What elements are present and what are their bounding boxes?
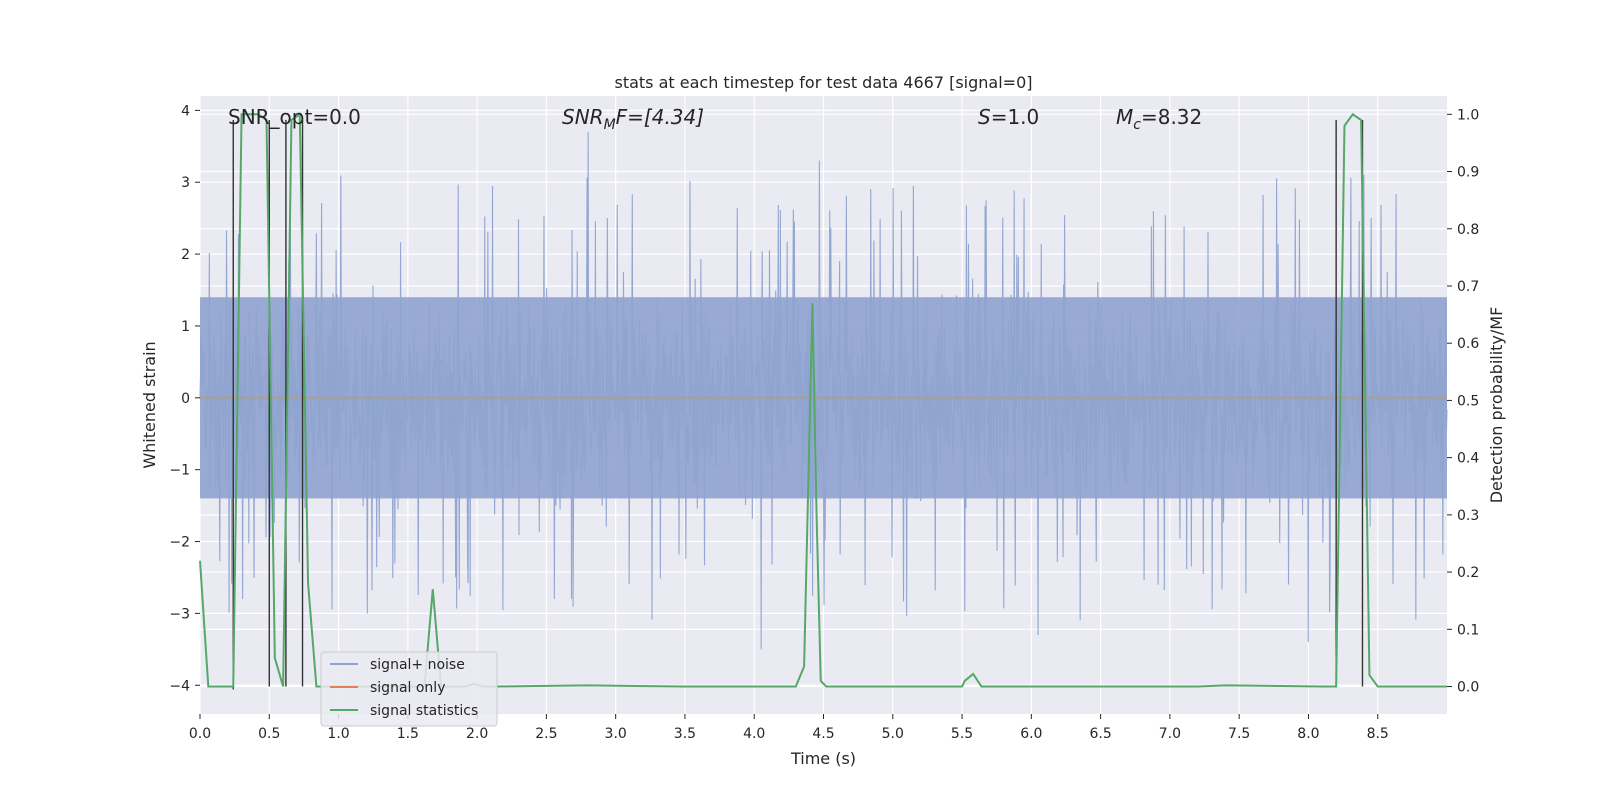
annotations: SNR_opt=0.0 SNRMF=[4.34] S=1.0 Mc=8.32 <box>228 105 1202 133</box>
y-left-ticks: 4 3 2 1 0 −1 −2 −3 −4 <box>169 103 200 694</box>
y-right-tick-label: 1.0 <box>1457 107 1479 123</box>
y-left-tick-label: 4 <box>181 103 190 119</box>
x-tick-label: 5.0 <box>882 726 904 742</box>
y-left-tick-label: −4 <box>169 678 190 694</box>
y-left-tick-label: −2 <box>169 535 190 551</box>
y-left-tick-label: −3 <box>169 606 190 622</box>
x-tick-label: 7.5 <box>1228 726 1250 742</box>
x-tick-label: 1.0 <box>327 726 349 742</box>
legend-label-signal-noise: signal+ noise <box>370 657 465 673</box>
x-axis-label: Time (s) <box>790 749 856 768</box>
y-right-tick-label: 0.0 <box>1457 680 1479 696</box>
x-tick-label: 4.5 <box>812 726 834 742</box>
y-right-ticks: 1.0 0.9 0.8 0.7 0.6 0.5 0.4 0.3 0.2 0.1 0.0 <box>1447 107 1479 696</box>
y-axis-label-left: Whitened strain <box>140 341 159 468</box>
y-left-tick-label: 2 <box>181 247 190 263</box>
annotation-mc-label: M <box>1116 105 1133 129</box>
y-right-tick-label: 0.6 <box>1457 336 1479 352</box>
legend-box <box>320 651 498 727</box>
x-tick-label: 2.0 <box>466 726 488 742</box>
annotation-snr-opt: SNR_opt=0.0 <box>228 105 361 129</box>
x-tick-label: 7.0 <box>1159 726 1181 742</box>
x-tick-label: 0.5 <box>258 726 280 742</box>
y-right-tick-label: 0.4 <box>1457 451 1479 467</box>
y-right-tick-label: 0.3 <box>1457 508 1479 524</box>
y-left-tick-label: 0 <box>181 391 190 407</box>
annotation-mc: Mc=8.32 <box>1116 105 1202 133</box>
x-tick-label: 3.5 <box>674 726 696 742</box>
x-tick-label: 3.0 <box>605 726 627 742</box>
x-tick-label: 8.5 <box>1367 726 1389 742</box>
legend-label-signal-statistics: signal statistics <box>370 703 478 719</box>
x-tick-label: 0.0 <box>189 726 211 742</box>
legend-label-signal-only: signal only <box>370 680 445 696</box>
chart-title: stats at each timestep for test data 466… <box>614 73 1032 92</box>
annotation-snr-mf: SNRMF=[4.34] <box>562 105 704 133</box>
y-right-tick-label: 0.5 <box>1457 393 1479 409</box>
y-right-tick-label: 0.2 <box>1457 565 1479 581</box>
y-right-tick-label: 0.1 <box>1457 622 1479 638</box>
y-right-tick-label: 0.7 <box>1457 279 1479 295</box>
y-left-tick-label: −1 <box>169 463 190 479</box>
annotation-s-label: S <box>978 105 991 129</box>
x-tick-label: 2.5 <box>535 726 557 742</box>
y-left-tick-label: 3 <box>181 175 190 191</box>
x-ticks: 0.0 0.5 1.0 1.5 2.0 2.5 3.0 3.5 4.0 4.5 5.0 5.5 6.0 6… <box>189 714 1389 742</box>
annotation-s-rest: =1.0 <box>991 105 1040 129</box>
noise-line <box>199 131 1448 650</box>
annotation-s: S=1.0 <box>978 105 1039 129</box>
legend: signal+ noise signal only signal statist… <box>320 651 498 727</box>
x-tick-label: 6.5 <box>1089 726 1111 742</box>
y-right-tick-label: 0.9 <box>1457 165 1479 181</box>
annotation-snr-mf-rest: F=[4.34] <box>616 105 704 129</box>
y-left-tick-label: 1 <box>181 319 190 335</box>
x-tick-label: 5.5 <box>951 726 973 742</box>
annotation-mc-sub: c <box>1133 117 1141 133</box>
x-tick-label: 1.5 <box>397 726 419 742</box>
x-tick-label: 8.0 <box>1297 726 1319 742</box>
x-tick-label: 4.0 <box>743 726 765 742</box>
y-axis-label-right: Detection probability/MF <box>1487 307 1506 504</box>
x-tick-label: 6.0 <box>1020 726 1042 742</box>
annotation-snr-mf-sub: M <box>604 117 616 133</box>
y-right-tick-label: 0.8 <box>1457 222 1479 238</box>
annotation-mc-rest: =8.32 <box>1141 105 1202 129</box>
annotation-snr-mf-label: SNR <box>562 105 604 129</box>
